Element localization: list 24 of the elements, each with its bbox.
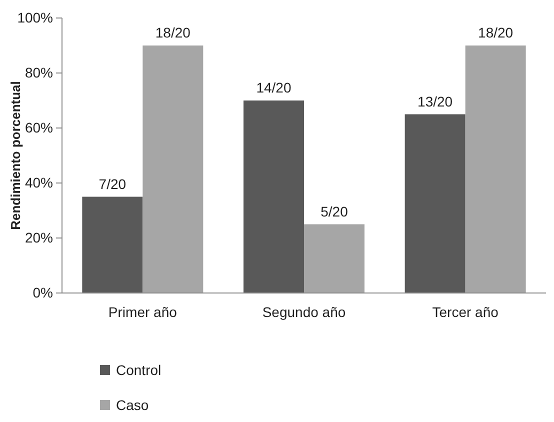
data-label: 18/20 (155, 24, 191, 40)
y-tick-label: 100% (17, 9, 53, 26)
data-label: 5/20 (320, 203, 348, 220)
y-tick-label: 0% (32, 284, 53, 300)
y-tick-label: 80% (24, 64, 53, 80)
x-tick-label: Segundo año (262, 304, 346, 320)
y-tick-label: 40% (24, 174, 53, 190)
legend-label: Control (116, 362, 162, 378)
legend-label: Caso (116, 397, 149, 413)
bar (304, 224, 364, 293)
data-label: 13/20 (418, 93, 453, 110)
bar (244, 100, 304, 293)
data-label: 18/20 (478, 24, 514, 40)
x-tick-label: Primer año (108, 304, 178, 320)
bar (82, 196, 143, 293)
y-axis-title: Rendimiento porcentual (8, 81, 23, 230)
data-label: 14/20 (256, 80, 292, 96)
y-tick-label: 60% (24, 119, 53, 136)
y-tick-label: 20% (24, 229, 53, 246)
data-label: 7/20 (98, 176, 126, 192)
bar (465, 46, 526, 293)
bar (142, 46, 204, 293)
bar (404, 114, 466, 293)
x-tick-label: Tercer año (432, 304, 499, 320)
